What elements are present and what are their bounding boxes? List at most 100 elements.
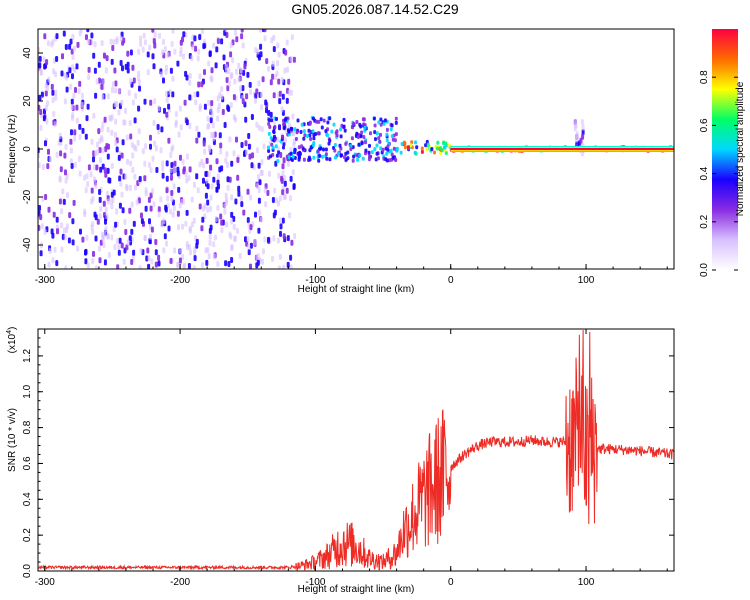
spectrogram-cell [44, 104, 48, 111]
spectrogram-cell [247, 143, 251, 150]
spectrogram-cell [87, 164, 91, 171]
spectrogram-cell [581, 129, 585, 136]
spectrogram-cell [73, 66, 77, 73]
spectrogram-cell [250, 162, 254, 169]
spectrogram-cell [268, 170, 271, 177]
spectrogram-cell [133, 117, 137, 124]
spectrogram-cell [302, 157, 306, 162]
spectrogram-cell [118, 175, 122, 182]
spectrogram-cell [96, 149, 100, 156]
spectrogram-cell [63, 234, 67, 241]
spectrogram-cell [42, 56, 46, 63]
spectrogram-cell [209, 117, 213, 124]
spectrogram-cell [258, 29, 262, 33]
spectrogram-cell [162, 77, 165, 84]
spectrogram-cell [220, 86, 224, 93]
spectrogram-cell [47, 76, 51, 83]
spectrogram-cell [75, 117, 79, 124]
spectrogram-cell [204, 247, 208, 254]
spectrogram-cell [101, 94, 105, 101]
spectrogram-cell [264, 99, 268, 106]
colorbar-tick-label: 0.6 [699, 118, 710, 132]
spectrogram-cell [181, 223, 184, 230]
spectrogram-cell [212, 253, 216, 260]
spectrogram-cell [249, 88, 252, 95]
figure-title: GN05.2026.087.14.52.C29 [291, 1, 459, 17]
spectrogram-cell [39, 214, 43, 221]
spectrogram-cell [207, 60, 211, 67]
spectrogram-cell [196, 187, 200, 194]
spectrogram-cell [261, 76, 265, 83]
spectrogram-cell [111, 45, 115, 51]
spectrogram-cell [282, 157, 286, 164]
spectrogram-cell [272, 212, 276, 219]
spectrogram-cell [302, 136, 306, 141]
spectrogram-cell [351, 145, 355, 150]
spectrogram-cell [113, 244, 117, 250]
spectrogram-cell [415, 145, 419, 150]
spectrogram-cell [38, 205, 41, 211]
spectrogram-cell [256, 174, 260, 181]
spectrogram-cell [87, 66, 91, 73]
spectrogram-cell [110, 162, 114, 169]
spectrogram-cell [170, 174, 173, 181]
spectrogram-cell [197, 131, 201, 138]
spectrogram-cell [309, 137, 313, 141]
spectrogram-cell [228, 136, 232, 143]
spectrogram-cell [75, 104, 79, 111]
spectrogram-cell [48, 248, 52, 255]
spectrogram-x-axis-label: Height of straight line (km) [298, 284, 415, 295]
spectrogram-cell [292, 183, 296, 190]
spectrogram-cell [193, 35, 197, 42]
spectrogram-cell [245, 149, 248, 156]
spectrogram-x-tick-label: -100 [305, 275, 325, 286]
spectrogram-cell [188, 72, 192, 79]
spectrogram-cell [276, 60, 279, 67]
snr-y-tick-label: 0.0 [22, 564, 33, 578]
spectrogram-cell [104, 67, 108, 74]
spectrogram-cell [293, 233, 297, 240]
spectrogram-cell [280, 76, 284, 83]
spectrogram-cell [111, 87, 114, 94]
spectrogram-cell [194, 45, 197, 52]
spectrogram-cell [75, 63, 79, 70]
spectrogram-cell [110, 114, 114, 121]
spectrogram-cell [238, 253, 242, 259]
spectrogram-cell [85, 34, 88, 41]
spectrogram-cell [167, 103, 171, 110]
spectrogram-cell [220, 227, 224, 234]
spectrogram-cell [100, 40, 104, 47]
spectrogram-cell [287, 129, 291, 134]
snr-panel: -300 -200 -100 0 100 0.0 0.2 0.4 0.6 0.8 1.0 1.2 H… [6, 327, 675, 595]
spectrogram-cell [346, 156, 350, 161]
spectrogram-cell [76, 41, 80, 48]
spectrogram-cell [377, 120, 381, 125]
spectrogram-cell [53, 246, 57, 253]
spectrogram-cell [207, 253, 211, 260]
spectrogram-cell [94, 265, 98, 269]
spectrogram-cell [79, 228, 82, 235]
spectrogram-cell [92, 250, 95, 257]
spectrogram-cell [361, 156, 365, 161]
snr-y-tick-label: 1.0 [22, 384, 33, 398]
colorbar-label: Normalized spectral amplitude [735, 81, 746, 216]
spectrogram-cell [121, 65, 124, 72]
spectrogram-cell [294, 137, 298, 141]
spectrogram-cell [240, 33, 244, 40]
spectrogram-cell [86, 29, 90, 33]
spectrogram-cell [198, 203, 202, 210]
snr-x-axis-label: Height of straight line (km) [298, 584, 415, 595]
spectrogram-cell [125, 183, 129, 190]
spectrogram-cell [65, 86, 69, 93]
spectrogram-cell [92, 156, 95, 163]
spectrogram-cell [277, 172, 281, 179]
spectrogram-cell [295, 130, 299, 135]
spectrogram-cell [269, 154, 272, 159]
spectrogram-cell [64, 143, 68, 150]
spectrogram-cell [202, 140, 206, 147]
spectrogram-cell [420, 146, 424, 151]
spectrogram-cell [226, 184, 230, 191]
spectrogram-cell [150, 258, 154, 265]
spectrogram-cell [97, 61, 101, 68]
spectrogram-cell [234, 198, 238, 205]
